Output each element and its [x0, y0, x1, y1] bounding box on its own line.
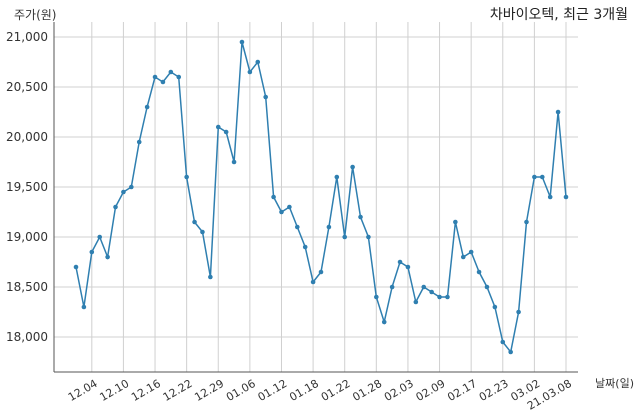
data-point — [358, 214, 363, 220]
x-tick-label: 12.22 — [161, 377, 195, 404]
data-point — [532, 174, 537, 180]
data-point — [184, 174, 189, 180]
price-line — [75, 41, 567, 354]
x-tick-label: 01.18 — [287, 377, 321, 404]
data-point — [176, 74, 182, 80]
data-point — [200, 229, 205, 235]
data-point — [460, 254, 466, 260]
data-point — [389, 284, 395, 290]
data-point — [294, 224, 300, 230]
data-point — [192, 219, 197, 225]
data-point — [81, 304, 87, 310]
data-point — [310, 279, 316, 285]
x-tick-label: 01.12 — [256, 377, 290, 404]
data-point — [381, 319, 387, 325]
data-point — [255, 59, 261, 65]
y-tick-label: 21,000 — [6, 30, 48, 44]
x-axis-label: 날짜(일) — [595, 377, 634, 390]
data-point — [453, 219, 458, 225]
data-point — [144, 104, 150, 110]
data-point — [215, 124, 221, 130]
x-tick-label: 12.16 — [129, 377, 163, 404]
data-point — [279, 209, 284, 215]
data-point — [445, 294, 450, 300]
data-point — [429, 289, 434, 295]
y-tick-label: 19,500 — [6, 180, 48, 194]
data-point — [326, 224, 332, 230]
x-tick-label: 01.28 — [350, 377, 384, 404]
data-point — [302, 244, 308, 250]
x-tick-label: 12.10 — [98, 377, 132, 404]
data-point — [500, 339, 506, 345]
y-tick-label: 19,000 — [6, 230, 48, 244]
y-tick-label: 20,500 — [6, 80, 48, 94]
data-point — [524, 219, 529, 225]
data-point — [516, 309, 521, 315]
x-tick-label: 02.09 — [414, 377, 448, 404]
y-axis-label: 주가(원) — [14, 8, 57, 22]
data-point — [239, 39, 245, 45]
data-point — [89, 249, 95, 255]
data-point — [136, 139, 142, 145]
x-tick-label: 01.06 — [224, 377, 258, 404]
data-point — [397, 259, 403, 265]
data-point — [168, 69, 174, 75]
data-point — [208, 274, 213, 280]
data-point — [374, 294, 379, 300]
x-tick-label: 12.29 — [192, 377, 226, 404]
chart-title: 차바이오텍, 최근 3개월 — [489, 7, 628, 23]
data-point — [492, 304, 498, 310]
data-point — [121, 189, 126, 195]
data-point — [405, 264, 411, 270]
data-point — [555, 109, 561, 115]
data-point — [342, 234, 348, 240]
data-point — [73, 264, 79, 270]
data-point — [105, 254, 110, 260]
data-point — [350, 164, 355, 170]
data-point — [113, 204, 118, 210]
y-tick-label: 18,000 — [6, 330, 48, 344]
data-point — [231, 159, 237, 165]
x-tick-label: 02.03 — [382, 377, 416, 404]
x-tick-label: 01.22 — [319, 377, 353, 404]
data-point — [563, 194, 569, 200]
data-point — [97, 234, 103, 240]
x-tick-label: 02.17 — [445, 377, 479, 404]
data-point — [484, 284, 490, 290]
data-point — [547, 194, 553, 200]
data-point — [271, 194, 276, 200]
data-point — [247, 69, 253, 75]
data-point — [508, 349, 513, 355]
data-point — [334, 174, 340, 180]
data-point — [476, 269, 482, 275]
data-point — [287, 204, 292, 210]
data-point — [413, 299, 419, 305]
data-point — [318, 269, 324, 275]
y-tick-label: 20,000 — [6, 130, 48, 144]
data-point — [539, 174, 545, 180]
data-point — [437, 294, 442, 300]
x-tick-label: 02.23 — [477, 377, 511, 404]
data-point — [366, 234, 371, 240]
data-point — [129, 184, 134, 190]
y-tick-label: 18,500 — [6, 280, 48, 294]
data-point — [421, 284, 427, 290]
data-point — [263, 94, 268, 100]
data-point — [468, 249, 474, 255]
data-point — [152, 74, 158, 80]
x-tick-label: 12.04 — [66, 377, 100, 404]
data-point — [223, 129, 229, 135]
data-point — [160, 79, 166, 85]
